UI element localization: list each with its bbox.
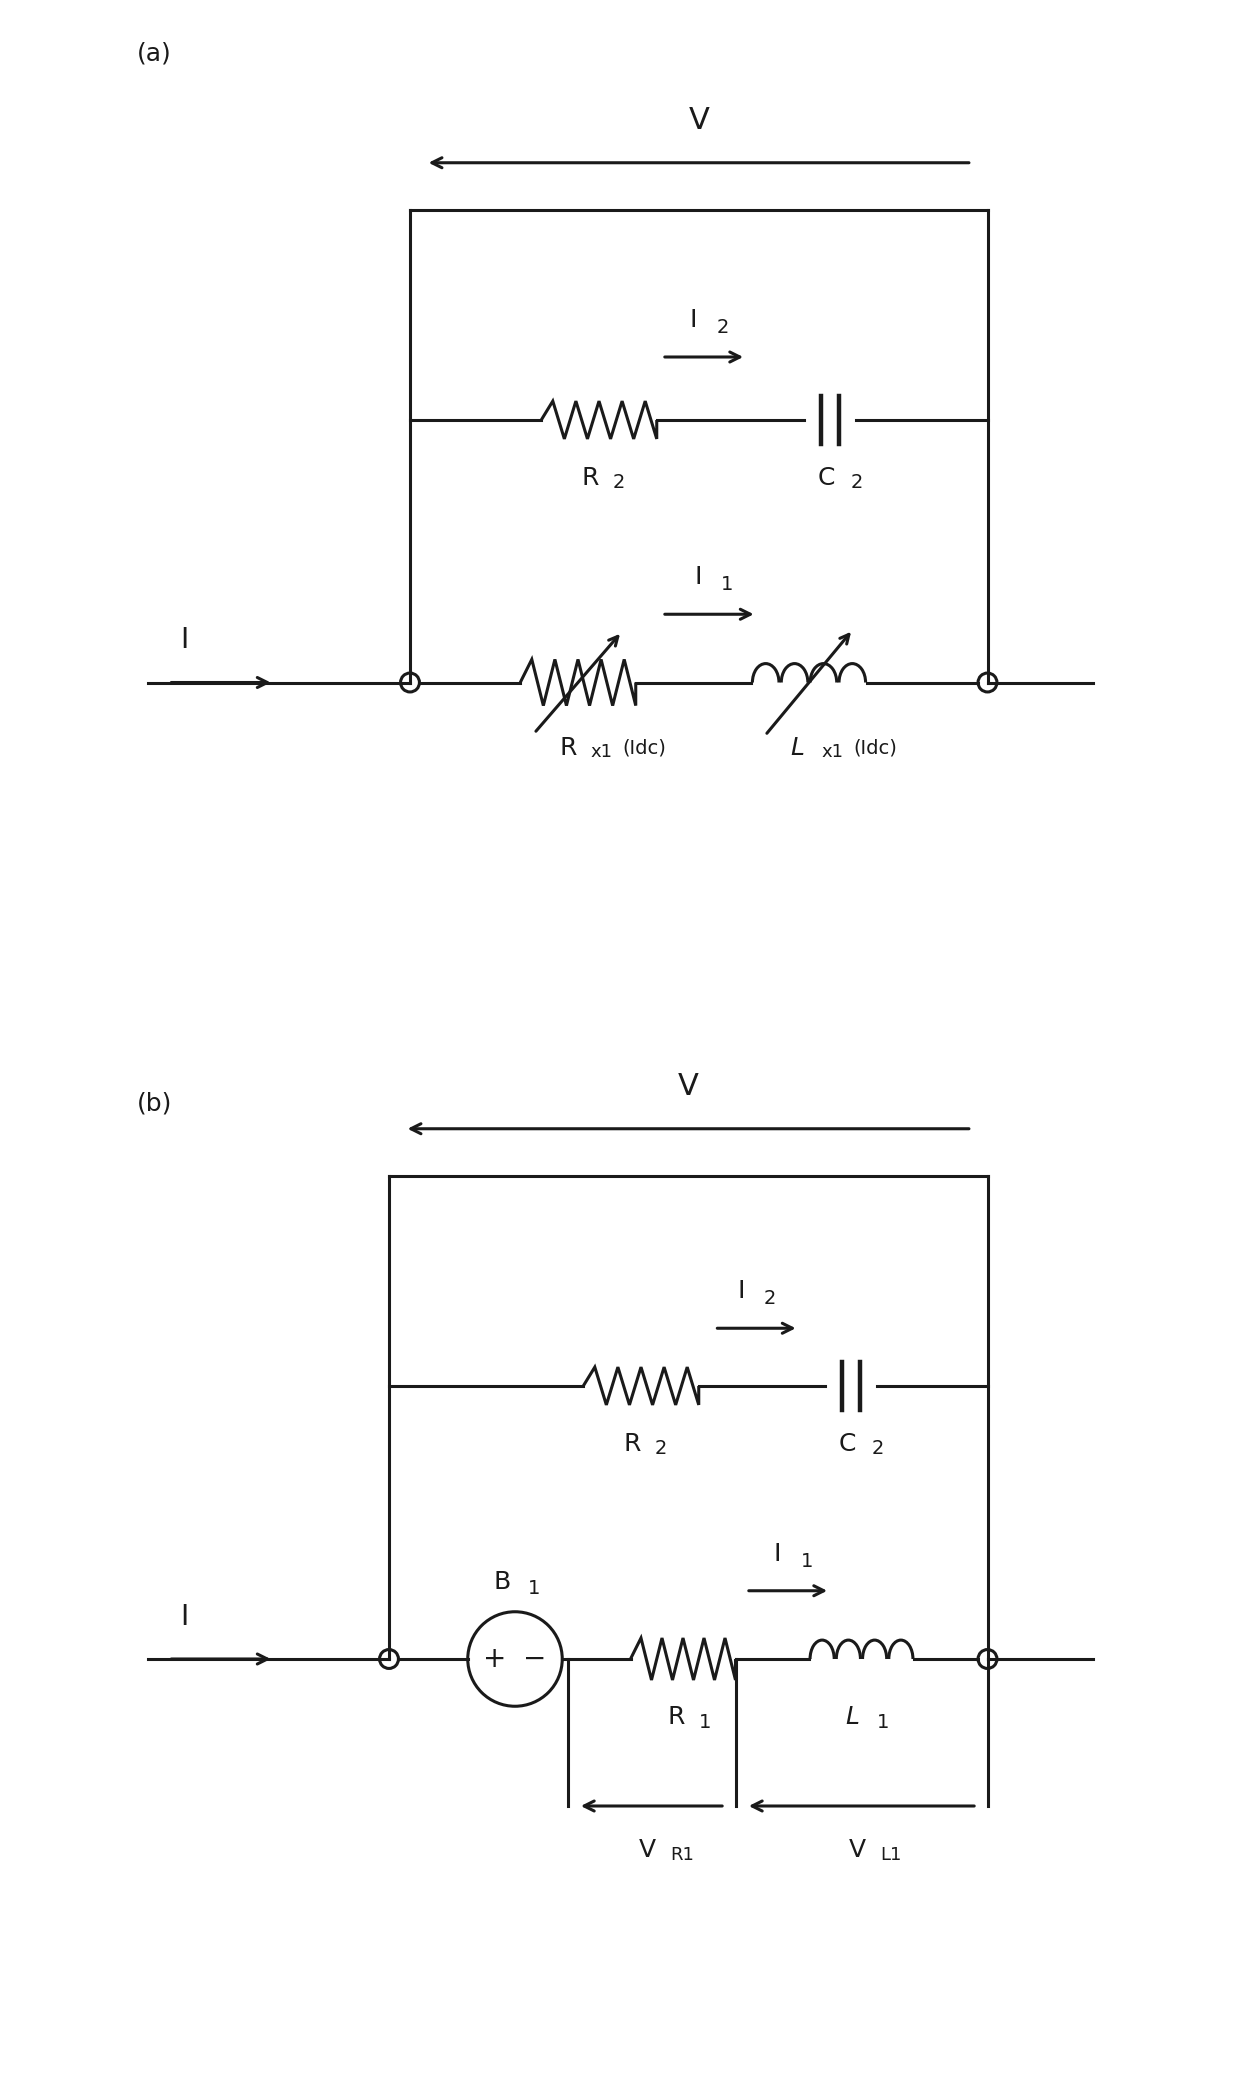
Text: I: I	[737, 1279, 744, 1304]
Text: (Idc): (Idc)	[853, 737, 897, 758]
Text: I: I	[689, 309, 697, 332]
Text: R: R	[559, 735, 577, 760]
Text: 1: 1	[877, 1712, 889, 1732]
Text: I: I	[694, 565, 703, 590]
Text: x1: x1	[822, 743, 843, 760]
Text: I: I	[180, 626, 188, 655]
Text: C: C	[838, 1432, 856, 1455]
Text: C: C	[817, 466, 835, 489]
Text: 2: 2	[764, 1289, 776, 1308]
Text: L1: L1	[880, 1846, 901, 1865]
Text: −: −	[523, 1644, 547, 1674]
Text: 2: 2	[851, 472, 863, 493]
Text: 2: 2	[613, 472, 625, 493]
Text: I: I	[180, 1602, 188, 1632]
Text: 2: 2	[717, 317, 729, 338]
Text: B: B	[494, 1571, 511, 1594]
Text: (Idc): (Idc)	[622, 737, 666, 758]
Circle shape	[379, 1651, 398, 1667]
Text: +: +	[484, 1644, 507, 1674]
Text: V: V	[849, 1838, 866, 1863]
Text: 2: 2	[655, 1438, 667, 1459]
Text: I: I	[774, 1541, 781, 1567]
Text: L: L	[790, 735, 804, 760]
Text: 1: 1	[699, 1712, 711, 1732]
Text: R: R	[624, 1432, 641, 1455]
Text: (a): (a)	[136, 42, 172, 65]
Text: R: R	[582, 466, 599, 489]
Text: V: V	[678, 1073, 698, 1100]
Text: x1: x1	[590, 743, 613, 760]
Text: R1: R1	[671, 1846, 694, 1865]
Text: V: V	[688, 107, 709, 134]
Text: 2: 2	[872, 1438, 884, 1459]
Text: (b): (b)	[136, 1092, 172, 1115]
Text: R: R	[667, 1705, 684, 1728]
Text: 1: 1	[528, 1579, 541, 1598]
Circle shape	[978, 672, 997, 693]
Text: L: L	[846, 1705, 859, 1728]
Circle shape	[401, 672, 419, 693]
Circle shape	[978, 1651, 997, 1667]
Text: V: V	[639, 1838, 656, 1863]
Text: 1: 1	[720, 575, 733, 594]
Text: 1: 1	[801, 1552, 813, 1571]
